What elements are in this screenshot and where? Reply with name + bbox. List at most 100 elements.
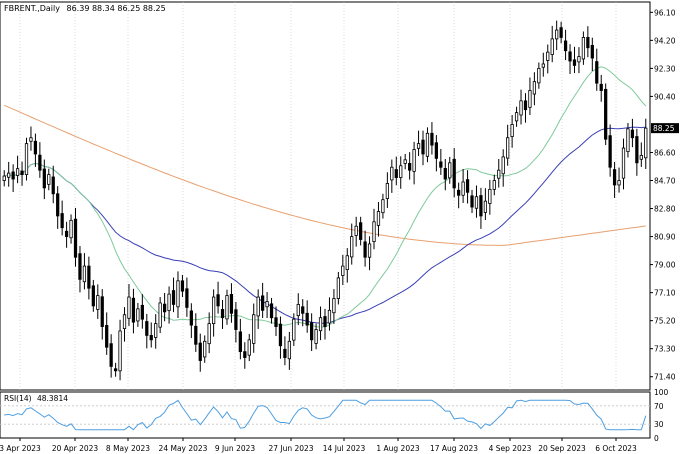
candle-body xyxy=(87,265,91,289)
candle-body xyxy=(510,124,514,137)
candle-body xyxy=(167,293,171,312)
candle-body xyxy=(563,40,568,52)
x-tick-label: 20 Sep 2023 xyxy=(538,444,586,453)
y-tick-label: 96.10 xyxy=(654,8,676,17)
candle-body xyxy=(474,196,479,209)
candle-body xyxy=(604,88,608,140)
candle-body xyxy=(506,137,510,159)
candle-body xyxy=(523,100,528,111)
candle-body xyxy=(131,297,136,323)
candle-body xyxy=(327,309,332,324)
y-tick-label: 77.10 xyxy=(654,289,676,298)
y-tick-label: 82.80 xyxy=(654,205,676,214)
y-tick-label: 94.20 xyxy=(654,36,676,45)
candle-body xyxy=(238,331,242,353)
y-tick-label: 73.30 xyxy=(654,345,676,354)
x-tick-label: 4 Sep 2023 xyxy=(489,444,532,453)
y-tick-label: 80.90 xyxy=(654,233,676,242)
candle-body xyxy=(274,317,278,327)
candle-body xyxy=(617,180,621,186)
candle-body xyxy=(483,200,488,213)
candle-body xyxy=(15,168,20,176)
x-tick-label: 20 Apr 2023 xyxy=(52,444,99,453)
candle-body xyxy=(470,195,474,208)
candle-body xyxy=(105,324,109,348)
candle-body xyxy=(608,135,612,168)
candle-body xyxy=(283,348,287,358)
candle-body xyxy=(20,170,24,176)
candle-body xyxy=(296,304,300,317)
candle-body xyxy=(162,303,167,313)
candle-body xyxy=(122,314,127,330)
candle-body xyxy=(479,195,483,217)
candle-body xyxy=(345,255,349,271)
candle-body xyxy=(305,312,309,326)
y-tick-label: 86.60 xyxy=(654,148,676,157)
last-price-marker xyxy=(651,123,679,134)
candle-body xyxy=(461,181,465,196)
candle-body xyxy=(332,298,336,314)
candle-body xyxy=(180,280,185,292)
candle-body xyxy=(350,236,354,258)
y-tick-label: 71.40 xyxy=(654,373,676,382)
rsi-tick-label: 70 xyxy=(654,402,664,411)
candle-body xyxy=(154,323,158,338)
x-tick-label: 8 May 2023 xyxy=(106,444,150,453)
candle-body xyxy=(399,165,403,178)
candle-body xyxy=(626,128,630,152)
candle-body xyxy=(465,179,470,193)
candle-body xyxy=(452,158,456,189)
candle-body xyxy=(550,38,554,55)
candle-body xyxy=(363,241,367,258)
ohlc-values: 86.39 88.34 86.25 88.25 xyxy=(66,4,166,13)
candle-body xyxy=(247,339,251,356)
candle-body xyxy=(408,162,412,171)
rsi-value: 48.3814 xyxy=(36,394,68,403)
candle-body xyxy=(33,140,38,155)
candle-body xyxy=(109,343,113,367)
candle-body xyxy=(11,171,15,180)
candle-body xyxy=(394,169,398,178)
candle-body xyxy=(145,321,149,336)
candle-body xyxy=(314,329,318,344)
candle-body xyxy=(385,183,389,199)
candle-body xyxy=(73,218,78,258)
y-tick-label: 75.20 xyxy=(654,317,676,326)
symbol-label: FBRENT.,Daily xyxy=(4,4,60,13)
candle-body xyxy=(269,303,274,319)
candle-body xyxy=(78,253,82,280)
candle-body xyxy=(216,294,220,307)
candle-body xyxy=(434,142,439,159)
y-tick-label: 90.40 xyxy=(654,92,676,101)
candle-body xyxy=(390,166,394,181)
y-tick-label: 84.70 xyxy=(654,177,676,186)
y-tick-label: 79.00 xyxy=(654,261,676,270)
candle-body xyxy=(644,127,648,159)
candle-body xyxy=(439,161,443,168)
x-tick-label: 17 Aug 2023 xyxy=(430,444,478,453)
candle-body xyxy=(207,323,211,345)
candle-body xyxy=(229,294,234,314)
candle-body xyxy=(287,340,291,360)
candle-body xyxy=(265,301,269,308)
candle-body xyxy=(635,136,639,164)
candle-body xyxy=(421,139,425,155)
candle-body xyxy=(96,295,100,310)
candle-body xyxy=(225,295,229,320)
candle-body xyxy=(243,351,247,358)
x-tick-label: 14 Jul 2023 xyxy=(323,444,366,453)
candle-body xyxy=(149,335,153,341)
candle-body xyxy=(497,169,501,179)
candle-body xyxy=(581,37,586,60)
candle-body xyxy=(7,172,11,178)
candle-body xyxy=(82,265,87,283)
candle-body xyxy=(532,81,537,95)
rsi-header: RSI(14) 48.3814 xyxy=(4,394,71,403)
candle-body xyxy=(514,112,519,122)
candle-body xyxy=(301,306,305,314)
candle-body xyxy=(341,265,345,276)
rsi-tick-label: 100 xyxy=(654,388,669,397)
rsi-plot-frame xyxy=(0,391,651,439)
rsi-tick-label: 0 xyxy=(654,434,659,443)
